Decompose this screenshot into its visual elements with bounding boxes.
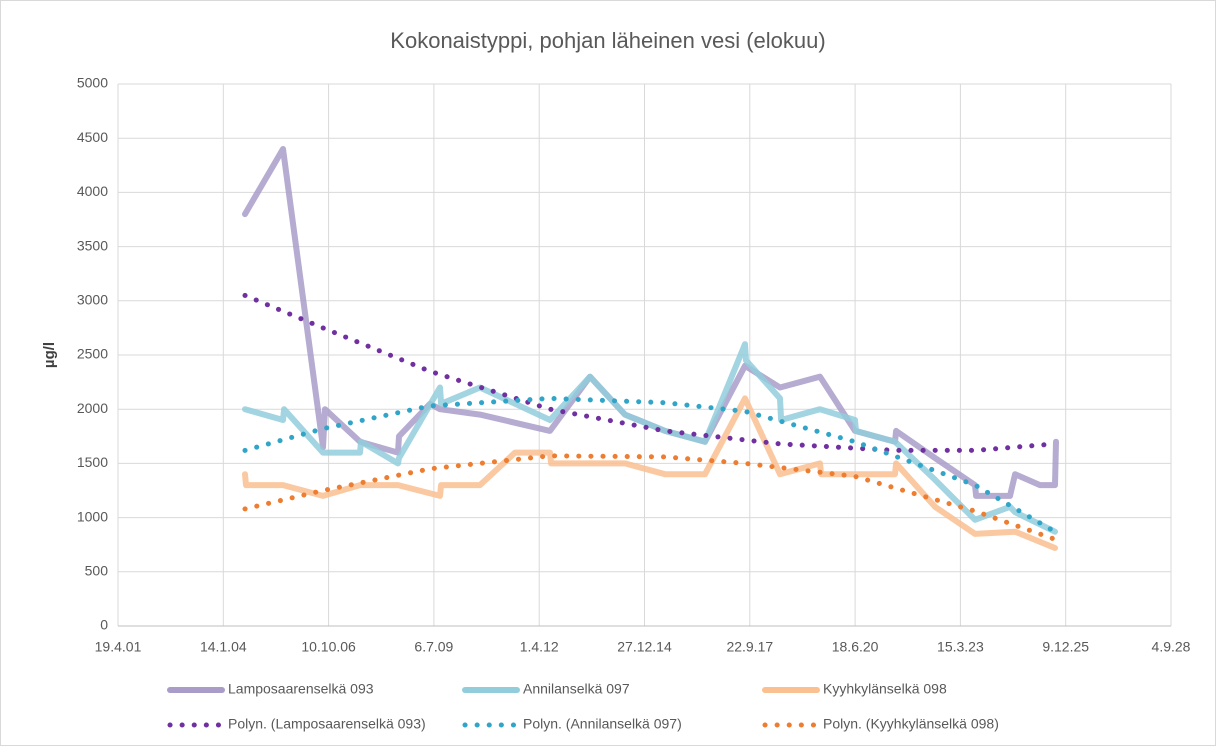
- y-tick-label: 2500: [77, 346, 108, 362]
- y-axis-label: µg/l: [41, 342, 58, 368]
- legend-label: Polyn. (Kyyhkylänselkä 098): [823, 716, 999, 732]
- y-tick-label: 4500: [77, 129, 108, 145]
- y-tick-label: 2000: [77, 400, 108, 416]
- x-tick-label: 9.12.25: [1042, 639, 1089, 655]
- legend-label: Lamposaarenselkä 093: [228, 681, 374, 697]
- y-tick-label: 500: [85, 563, 109, 579]
- y-tick-label: 4000: [77, 183, 108, 199]
- x-tick-label: 27.12.14: [617, 639, 672, 655]
- chart-title: Kokonaistyppi, pohjan läheinen vesi (elo…: [390, 28, 825, 53]
- legend-label: Polyn. (Annilanselkä 097): [523, 716, 682, 732]
- x-tick-label: 19.4.01: [95, 639, 142, 655]
- trend-line: [242, 395, 1058, 535]
- y-tick-label: 1500: [77, 454, 108, 470]
- y-tick-label: 3500: [77, 237, 108, 253]
- x-tick-label: 18.6.20: [832, 639, 879, 655]
- x-tick-label: 22.9.17: [726, 639, 773, 655]
- data-line: [242, 395, 1058, 551]
- legend-label: Annilanselkä 097: [523, 681, 630, 697]
- y-tick-label: 1000: [77, 508, 108, 524]
- x-tick-label: 14.1.04: [200, 639, 247, 655]
- legend-label: Kyyhkylänselkä 098: [823, 681, 947, 697]
- x-tick-label: 15.3.23: [937, 639, 984, 655]
- x-tick-label: 1.4.12: [520, 639, 559, 655]
- y-tick-label: 5000: [77, 75, 108, 91]
- x-tick-label: 6.7.09: [414, 639, 453, 655]
- x-tick-label: 4.9.28: [1152, 639, 1191, 655]
- x-tick-label: 10.10.06: [301, 639, 356, 655]
- data-line: [242, 341, 1058, 535]
- legend-label: Polyn. (Lamposaarenselkä 093): [228, 716, 426, 732]
- trend-line: [242, 292, 1058, 453]
- y-tick-label: 0: [100, 617, 108, 633]
- trend-line: [242, 453, 1058, 542]
- y-tick-label: 3000: [77, 292, 108, 308]
